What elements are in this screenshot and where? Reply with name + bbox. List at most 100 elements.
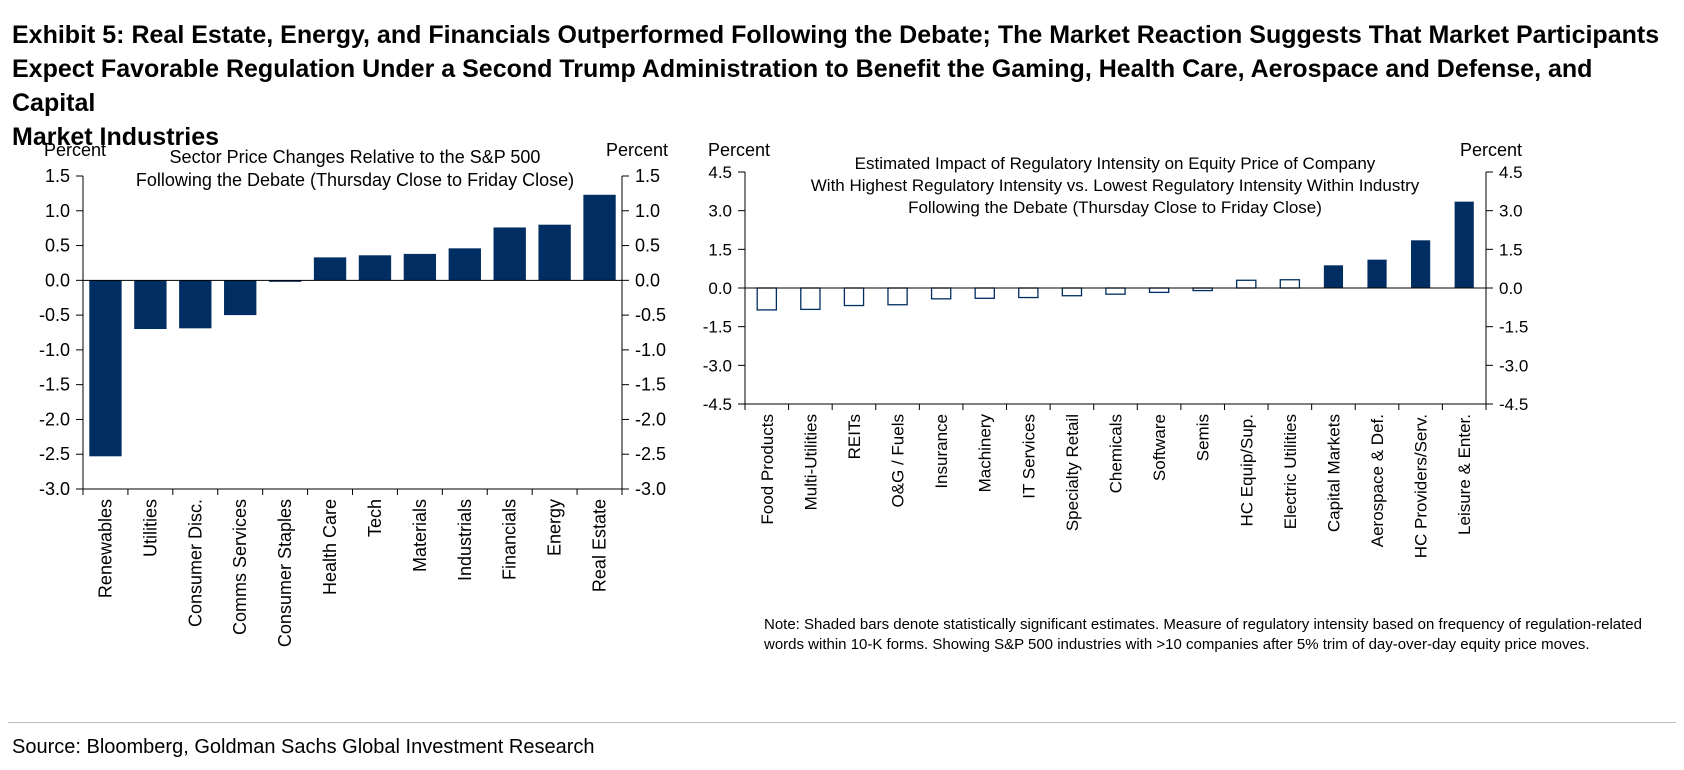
y-axis-title-right: Percent	[1460, 140, 1522, 160]
bar	[224, 280, 257, 316]
x-category-label: Consumer Disc.	[185, 499, 205, 627]
bar	[403, 253, 437, 281]
y-tick-label-left: 0.0	[45, 270, 70, 290]
y-tick-label-left: -3.0	[39, 479, 70, 499]
bar	[448, 248, 481, 281]
exhibit-title: Exhibit 5: Real Estate, Energy, and Fina…	[12, 18, 1677, 154]
y-tick-label-right: 3.0	[1499, 202, 1523, 221]
y-tick-label-left: 0.5	[45, 236, 70, 256]
x-category-label: Leisure & Enter.	[1455, 414, 1474, 535]
x-category-label: IT Services	[1019, 414, 1038, 499]
y-tick-label-right: -3.0	[1499, 356, 1528, 375]
y-tick-label-left: -4.5	[703, 395, 732, 414]
x-category-label: Financials	[500, 499, 520, 580]
y-tick-label-right: 1.5	[1499, 240, 1523, 259]
y-tick-label-right: -2.5	[635, 444, 666, 464]
bar	[538, 224, 571, 281]
y-tick-label-left: -0.5	[39, 305, 70, 325]
bar	[1411, 240, 1431, 288]
x-category-label: REITs	[845, 414, 864, 459]
y-tick-label-left: 1.0	[45, 201, 70, 221]
bar	[134, 280, 167, 330]
y-tick-label-right: -1.5	[635, 375, 666, 395]
x-category-label: Insurance	[932, 414, 951, 489]
bar	[1018, 287, 1039, 299]
x-category-label: Electric Utilities	[1281, 414, 1300, 529]
bar	[493, 227, 526, 281]
y-tick-label-left: -2.0	[39, 409, 70, 429]
x-category-label: Chemicals	[1107, 414, 1126, 493]
y-tick-label-right: 1.5	[635, 166, 660, 186]
bar	[1236, 279, 1257, 289]
y-tick-label-left: -1.0	[39, 340, 70, 360]
y-tick-label-left: 0.0	[708, 279, 732, 298]
x-category-label: Capital Markets	[1324, 414, 1343, 532]
chart-title-line: Sector Price Changes Relative to the S&P…	[170, 147, 541, 167]
x-category-label: Health Care	[320, 499, 340, 595]
y-tick-label-right: -1.0	[635, 340, 666, 360]
x-category-label: Semis	[1194, 414, 1213, 461]
x-category-label: Utilities	[140, 499, 160, 557]
y-tick-label-right: -2.0	[635, 409, 666, 429]
bar	[887, 287, 908, 306]
bar	[1148, 287, 1170, 294]
y-tick-label-right: -3.0	[635, 479, 666, 499]
y-tick-label-left: -3.0	[703, 356, 732, 375]
y-tick-label-left: -2.5	[39, 444, 70, 464]
y-tick-label-right: 4.5	[1499, 163, 1523, 182]
y-tick-label-left: 1.5	[45, 166, 70, 186]
x-category-label: Machinery	[976, 414, 995, 493]
bar	[1323, 265, 1344, 288]
x-category-label: Renewables	[95, 499, 115, 598]
exhibit-title-line: Market Industries	[12, 123, 220, 151]
chart-title-line: Following the Debate (Thursday Close to …	[136, 170, 574, 190]
bar	[1105, 287, 1126, 295]
y-tick-label-right: 0.0	[635, 270, 660, 290]
x-category-label: Materials	[410, 499, 430, 572]
bar	[930, 287, 952, 300]
y-tick-label-right: 0.5	[635, 236, 660, 256]
bar	[1279, 279, 1301, 289]
exhibit-title-line: Exhibit 5: Real Estate, Energy, and Fina…	[12, 21, 1660, 49]
bar	[583, 194, 616, 281]
bar	[1061, 287, 1083, 297]
y-tick-label-left: 1.5	[708, 240, 732, 259]
chart-note: Note: Shaded bars denote statistically s…	[764, 616, 1642, 653]
y-tick-label-right: -0.5	[635, 305, 666, 325]
y-axis-title-left: Percent	[708, 140, 770, 160]
y-tick-label-right: -4.5	[1499, 395, 1528, 414]
bar	[1367, 259, 1387, 288]
y-tick-label-right: -1.5	[1499, 318, 1528, 337]
y-axis-title-right: Percent	[606, 140, 668, 160]
bar	[179, 280, 212, 329]
chart-title-line: Following the Debate (Thursday Close to …	[908, 198, 1322, 217]
x-category-label: Real Estate	[590, 499, 610, 592]
y-tick-label-left: 4.5	[708, 163, 732, 182]
y-tick-label-left: -1.5	[39, 375, 70, 395]
bar	[268, 280, 302, 282]
x-category-label: Food Products	[758, 414, 777, 525]
y-axis-title-left: Percent	[44, 140, 106, 160]
bar	[89, 280, 122, 457]
x-category-label: Specialty Retail	[1063, 414, 1082, 531]
x-category-label: Consumer Staples	[275, 499, 295, 647]
x-category-label: Aerospace & Def.	[1368, 414, 1387, 547]
bar	[974, 287, 995, 299]
x-category-label: Tech	[365, 499, 385, 537]
x-category-label: Comms Services	[230, 499, 250, 635]
chart-title-line: With Highest Regulatory Intensity vs. Lo…	[811, 176, 1420, 195]
x-category-label: Industrials	[455, 499, 475, 581]
exhibit-title-line: Expect Favorable Regulation Under a Seco…	[12, 55, 1593, 117]
chart-title-line: Estimated Impact of Regulatory Intensity…	[855, 154, 1376, 173]
y-tick-label-right: 0.0	[1499, 279, 1523, 298]
x-category-label: Energy	[545, 499, 565, 556]
bar	[756, 287, 778, 311]
bar	[843, 287, 865, 307]
x-category-label: Software	[1150, 414, 1169, 481]
x-category-label: HC Providers/Serv.	[1412, 414, 1431, 558]
y-tick-label-left: 3.0	[708, 202, 732, 221]
bar	[313, 257, 347, 281]
x-category-label: HC Equip/Sup.	[1237, 414, 1256, 526]
bar	[800, 287, 821, 311]
